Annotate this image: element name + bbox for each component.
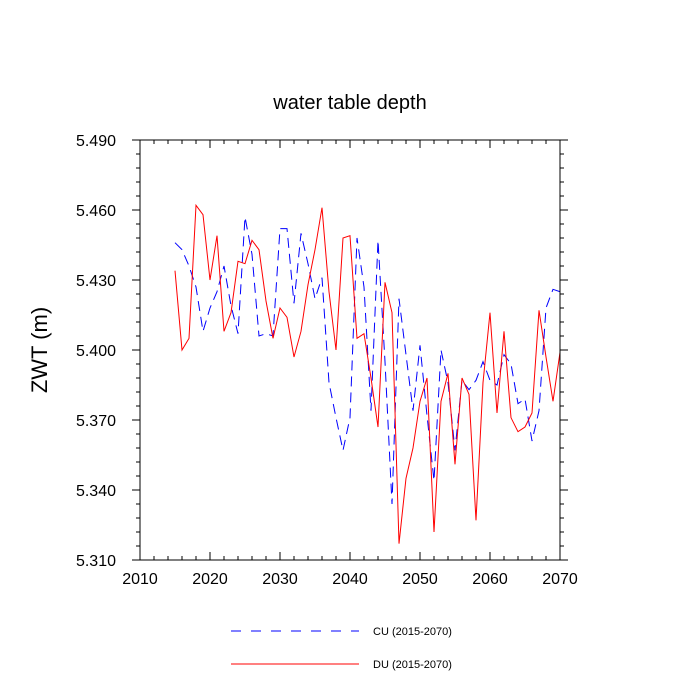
x-tick-label: 2050 [402,571,438,588]
axis-ticks: 2010 2020 2030 2040 2050 2060 2070 5.310 5.340 5.… [76,133,578,588]
y-tick-label: 5.490 [76,133,116,150]
legend-label-cu: CU (2015-2070) [373,626,452,638]
x-tick-label: 2070 [542,571,578,588]
y-tick-label: 5.310 [76,553,116,570]
y-tick-label: 5.460 [76,203,116,220]
x-tick-label: 2020 [192,571,228,588]
series-lines [174,203,561,544]
series-line-du [174,203,561,544]
y-tick-label: 5.430 [76,273,116,290]
plot-frame [139,139,561,561]
x-tick-label: 2040 [332,571,368,588]
series-line-cu [174,216,561,505]
y-tick-label: 5.400 [76,343,116,360]
legend: CU (2015-2070) DU (2015-2070) [231,626,452,671]
x-tick-label: 2060 [472,571,508,588]
y-tick-label: 5.370 [76,413,116,430]
x-tick-label: 2010 [122,571,158,588]
y-tick-label: 5.340 [76,483,116,500]
y-axis-label: ZWT (m) [27,307,52,393]
chart-title: water table depth [272,92,426,114]
legend-label-du: DU (2015-2070) [373,659,452,671]
x-tick-label: 2030 [262,571,298,588]
